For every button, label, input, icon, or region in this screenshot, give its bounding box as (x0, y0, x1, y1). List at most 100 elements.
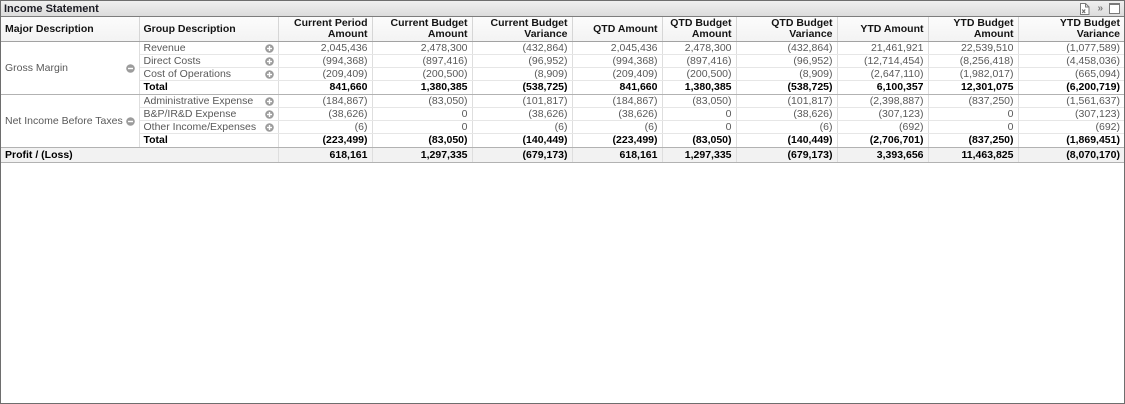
value-cell[interactable]: (200,500) (372, 67, 473, 81)
total-value-cell[interactable]: (223,499) (278, 133, 373, 148)
total-value-cell[interactable]: (6,200,719) (1018, 80, 1124, 95)
value-cell[interactable]: (184,867) (572, 94, 663, 108)
profit-value-cell[interactable]: 3,393,656 (837, 147, 929, 163)
value-cell[interactable]: (83,050) (662, 94, 737, 108)
column-header-ytd-budget-amount[interactable]: YTD Budget Amount (928, 17, 1019, 42)
value-cell[interactable]: 2,045,436 (278, 41, 373, 55)
total-value-cell[interactable]: (538,725) (736, 80, 838, 95)
profit-value-cell[interactable]: (8,070,170) (1018, 147, 1124, 163)
expand-plus-icon[interactable] (264, 109, 274, 119)
column-header-current-period-amount[interactable]: Current Period Amount (278, 17, 373, 42)
value-cell[interactable]: (665,094) (1018, 67, 1124, 81)
value-cell[interactable]: (1,077,589) (1018, 41, 1124, 55)
value-cell[interactable]: 22,539,510 (928, 41, 1019, 55)
value-cell[interactable]: (101,817) (736, 94, 838, 108)
column-header-group-description[interactable]: Group Description (139, 17, 279, 42)
value-cell[interactable]: (994,368) (572, 54, 663, 68)
column-header-qtd-amount[interactable]: QTD Amount (572, 17, 663, 42)
total-value-cell[interactable]: (140,449) (736, 133, 838, 148)
value-cell[interactable]: (2,398,887) (837, 94, 929, 108)
value-cell[interactable]: (101,817) (472, 94, 573, 108)
value-cell[interactable]: (994,368) (278, 54, 373, 68)
value-cell[interactable]: (307,123) (1018, 107, 1124, 121)
value-cell[interactable]: (1,561,637) (1018, 94, 1124, 108)
profit-value-cell[interactable]: 11,463,825 (928, 147, 1019, 163)
group-description-cell[interactable]: Revenue (139, 41, 279, 55)
total-value-cell[interactable]: (538,725) (472, 80, 573, 95)
value-cell[interactable]: 0 (928, 120, 1019, 134)
expand-plus-icon[interactable] (264, 122, 274, 132)
value-cell[interactable]: 0 (372, 107, 473, 121)
column-header-major-description[interactable]: Major Description (1, 17, 140, 42)
value-cell[interactable]: (4,458,036) (1018, 54, 1124, 68)
column-header-current-budget-amount[interactable]: Current Budget Amount (372, 17, 473, 42)
total-value-cell[interactable]: 841,660 (278, 80, 373, 95)
value-cell[interactable]: (837,250) (928, 94, 1019, 108)
major-description-cell[interactable]: Gross Margin (1, 41, 140, 95)
profit-value-cell[interactable]: (679,173) (736, 147, 838, 163)
value-cell[interactable]: (432,864) (736, 41, 838, 55)
value-cell[interactable]: (692) (1018, 120, 1124, 134)
total-value-cell[interactable]: (223,499) (572, 133, 663, 148)
profit-value-cell[interactable]: 1,297,335 (372, 147, 473, 163)
value-cell[interactable]: (200,500) (662, 67, 737, 81)
value-cell[interactable]: (83,050) (372, 94, 473, 108)
value-cell[interactable]: (8,256,418) (928, 54, 1019, 68)
total-value-cell[interactable]: 6,100,357 (837, 80, 929, 95)
total-value-cell[interactable]: (83,050) (662, 133, 737, 148)
group-description-cell[interactable]: Cost of Operations (139, 67, 279, 81)
column-header-ytd-budget-variance[interactable]: YTD Budget Variance (1018, 17, 1124, 42)
expand-plus-icon[interactable] (264, 96, 274, 106)
expand-plus-icon[interactable] (264, 69, 274, 79)
collapse-minus-icon[interactable] (125, 116, 135, 126)
more-icons-icon[interactable]: » (1097, 2, 1102, 14)
value-cell[interactable]: (6) (736, 120, 838, 134)
value-cell[interactable]: (8,909) (736, 67, 838, 81)
value-cell[interactable]: (209,409) (572, 67, 663, 81)
value-cell[interactable]: 2,478,300 (662, 41, 737, 55)
value-cell[interactable]: (897,416) (662, 54, 737, 68)
group-description-cell[interactable]: Other Income/Expenses (139, 120, 279, 134)
profit-value-cell[interactable]: 618,161 (572, 147, 663, 163)
window-caption[interactable]: Income Statement » (1, 1, 1124, 17)
value-cell[interactable]: (6) (278, 120, 373, 134)
value-cell[interactable]: (2,647,110) (837, 67, 929, 81)
group-description-cell[interactable]: Administrative Expense (139, 94, 279, 108)
column-header-current-budget-variance[interactable]: Current Budget Variance (472, 17, 573, 42)
total-value-cell[interactable]: (83,050) (372, 133, 473, 148)
value-cell[interactable]: (6) (572, 120, 663, 134)
expand-plus-icon[interactable] (264, 56, 274, 66)
group-description-cell[interactable]: B&P/IR&D Expense (139, 107, 279, 121)
value-cell[interactable]: (692) (837, 120, 929, 134)
value-cell[interactable]: 0 (928, 107, 1019, 121)
total-value-cell[interactable]: (837,250) (928, 133, 1019, 148)
value-cell[interactable]: (38,626) (278, 107, 373, 121)
total-value-cell[interactable]: 12,301,075 (928, 80, 1019, 95)
value-cell[interactable]: (307,123) (837, 107, 929, 121)
value-cell[interactable]: (184,867) (278, 94, 373, 108)
value-cell[interactable]: (12,714,454) (837, 54, 929, 68)
value-cell[interactable]: 0 (662, 107, 737, 121)
value-cell[interactable]: (38,626) (572, 107, 663, 121)
value-cell[interactable]: 0 (662, 120, 737, 134)
total-value-cell[interactable]: (1,869,451) (1018, 133, 1124, 148)
column-header-qtd-budget-amount[interactable]: QTD Budget Amount (662, 17, 737, 42)
total-value-cell[interactable]: 1,380,385 (372, 80, 473, 95)
column-header-qtd-budget-variance[interactable]: QTD Budget Variance (736, 17, 838, 42)
value-cell[interactable]: (8,909) (472, 67, 573, 81)
total-value-cell[interactable]: (2,706,701) (837, 133, 929, 148)
value-cell[interactable]: 2,045,436 (572, 41, 663, 55)
value-cell[interactable]: (1,982,017) (928, 67, 1019, 81)
value-cell[interactable]: 21,461,921 (837, 41, 929, 55)
major-description-cell[interactable]: Net Income Before Taxes (1, 94, 140, 148)
value-cell[interactable]: (6) (472, 120, 573, 134)
total-value-cell[interactable]: 841,660 (572, 80, 663, 95)
profit-value-cell[interactable]: (679,173) (472, 147, 573, 163)
send-to-excel-icon[interactable] (1079, 2, 1090, 15)
value-cell[interactable]: (38,626) (472, 107, 573, 121)
profit-value-cell[interactable]: 618,161 (278, 147, 373, 163)
profit-value-cell[interactable]: 1,297,335 (662, 147, 737, 163)
value-cell[interactable]: (432,864) (472, 41, 573, 55)
value-cell[interactable]: (96,952) (472, 54, 573, 68)
maximize-icon[interactable] (1109, 3, 1120, 14)
